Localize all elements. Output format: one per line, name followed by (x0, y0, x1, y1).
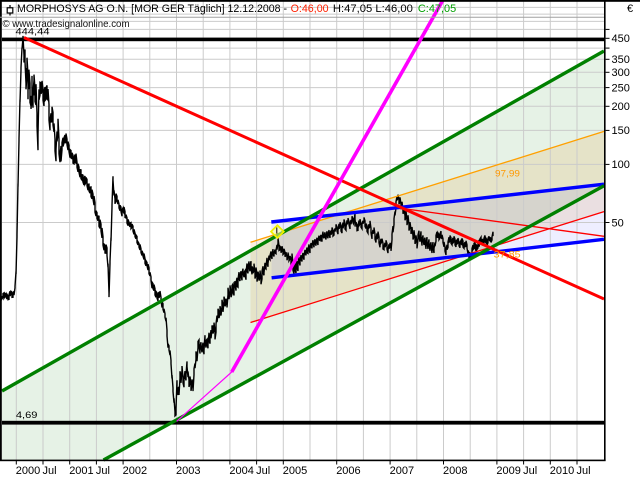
svg-text:450: 450 (612, 33, 630, 45)
svg-text:© www.tradesignalonline.com: © www.tradesignalonline.com (3, 18, 130, 30)
svg-text:2001: 2001 (69, 465, 93, 477)
svg-text:2002: 2002 (123, 465, 147, 477)
svg-text:100: 100 (612, 159, 630, 171)
svg-text:2004: 2004 (229, 465, 253, 477)
svg-text:2010: 2010 (550, 465, 574, 477)
svg-text:4,69: 4,69 (16, 410, 38, 420)
svg-text:2009: 2009 (496, 465, 520, 477)
svg-text:200: 200 (612, 101, 630, 113)
svg-text:O:46,00: O:46,00 (291, 3, 329, 15)
svg-text:150: 150 (612, 125, 630, 137)
svg-text:Jul: Jul (96, 465, 110, 477)
svg-text:2000: 2000 (16, 465, 40, 477)
svg-text:MORPHOSYS AG O.N. [MOR GER Tä: MORPHOSYS AG O.N. [MOR GER Täglich] 12.1… (17, 3, 287, 15)
svg-text:2005: 2005 (283, 465, 307, 477)
svg-text:2006: 2006 (336, 465, 360, 477)
svg-text:Jul: Jul (523, 465, 537, 477)
svg-text:H:47,05 L:46,00: H:47,05 L:46,00 (333, 3, 413, 15)
svg-text:50: 50 (612, 217, 624, 229)
svg-text:Jul: Jul (43, 465, 57, 477)
svg-text:350: 350 (612, 54, 630, 66)
svg-text:37,85: 37,85 (494, 250, 521, 260)
svg-text:2007: 2007 (390, 465, 414, 477)
svg-text:2008: 2008 (443, 465, 467, 477)
svg-text:250: 250 (612, 82, 630, 94)
svg-text:444,44: 444,44 (16, 27, 50, 37)
svg-text:Jul: Jul (577, 465, 591, 477)
svg-text:Jul: Jul (256, 465, 270, 477)
svg-text:C:47,05: C:47,05 (418, 3, 456, 15)
svg-text:300: 300 (612, 67, 630, 79)
svg-text:€: € (627, 3, 633, 15)
svg-text:2003: 2003 (176, 465, 200, 477)
svg-text:97,99: 97,99 (495, 169, 520, 179)
